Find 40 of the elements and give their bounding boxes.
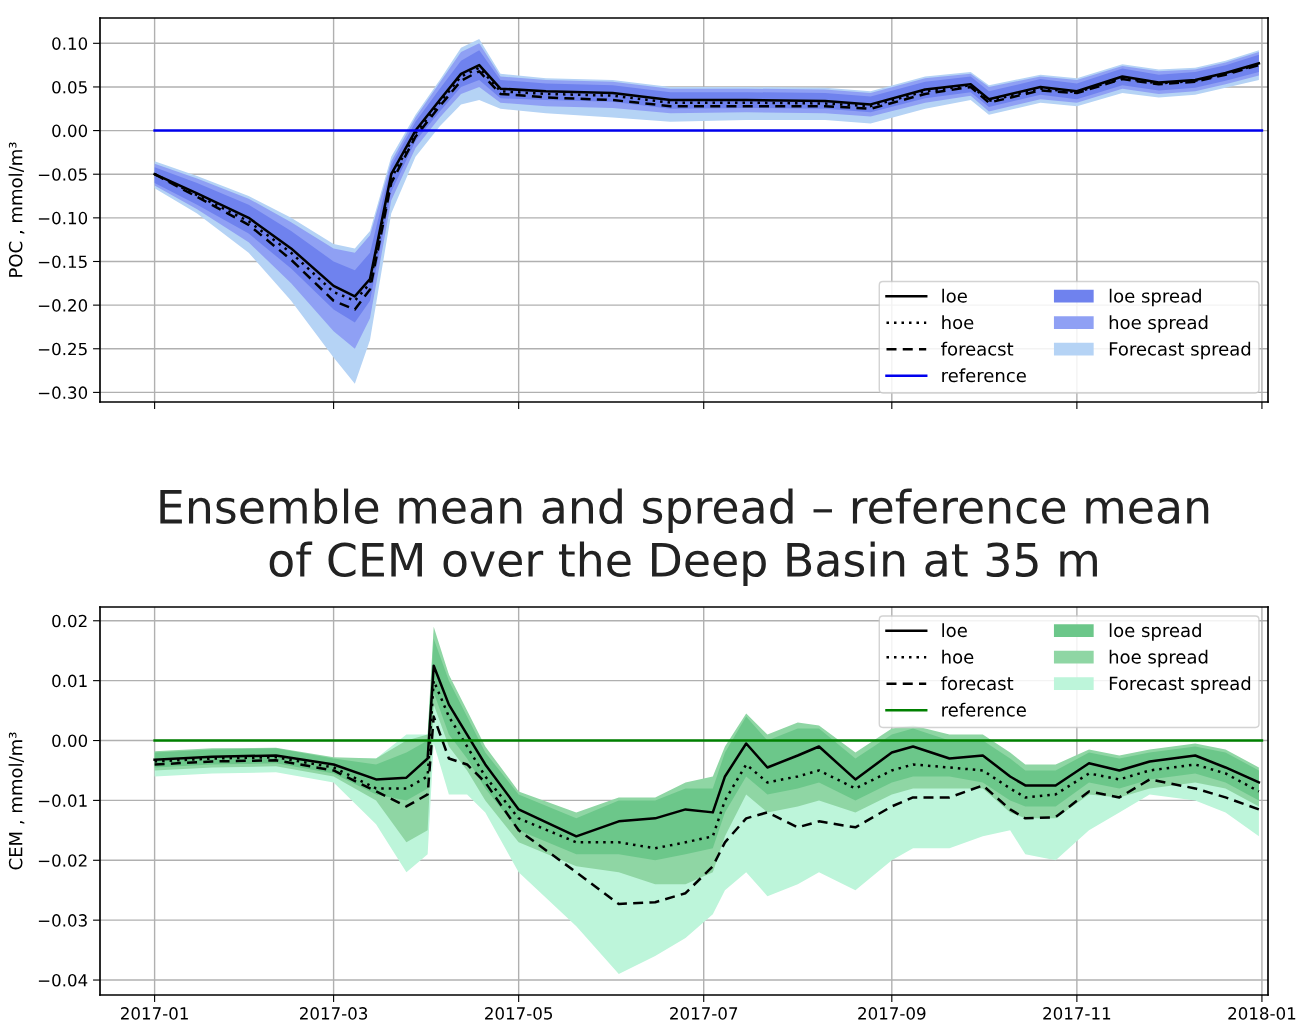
- legend-label: hoe: [942, 315, 974, 330]
- y-tick-label: −0.05: [38, 168, 87, 181]
- x-tick-label: 2017-01: [121, 1007, 188, 1020]
- x-tick-label: 2017-09: [858, 1007, 926, 1020]
- y-tick-label: 0.01: [52, 674, 87, 688]
- y-tick-label: −0.15: [38, 255, 87, 269]
- x-tick-label: 2017-07: [670, 1007, 738, 1020]
- y-tick-label: −0.20: [38, 299, 88, 312]
- y-tick-label: −0.30: [38, 386, 88, 399]
- legend-label: reference: [942, 702, 1026, 717]
- legend-label: hoe spread: [1109, 315, 1208, 333]
- y-axis-title: POC , mmol/m³: [8, 142, 25, 277]
- x-tick-label: 2017-03: [300, 1007, 368, 1020]
- legend-label: loe: [942, 623, 967, 638]
- chart-title: Ensemble mean and spread – reference mean of CEM over the Deep Basin at 35 m: [160, 488, 1209, 586]
- legend-label: forecast: [941, 676, 1014, 691]
- legend-label: Forecast spread: [1109, 676, 1251, 694]
- legend-label: reference: [942, 368, 1026, 383]
- y-tick-label: −0.01: [38, 794, 87, 807]
- legend-label: hoe: [942, 649, 974, 664]
- legend-label: Forecast spread: [1109, 341, 1251, 360]
- y-tick-label: −0.04: [38, 973, 88, 987]
- x-tick-label: 2017-05: [485, 1007, 553, 1020]
- y-tick-label: −0.03: [38, 914, 87, 927]
- y-tick-label: −0.10: [38, 211, 88, 225]
- y-tick-label: 0.10: [52, 37, 88, 50]
- legend-label: loe: [942, 288, 967, 303]
- legend-label: loe spread: [1109, 288, 1201, 307]
- y-tick-label: 0.02: [52, 614, 87, 628]
- y-tick-label: 0.05: [52, 80, 87, 94]
- x-tick-label: 2017-11: [1043, 1007, 1111, 1020]
- y-tick-label: 0.00: [52, 124, 88, 138]
- legend-label: foreacst: [941, 341, 1014, 356]
- y-axis-title: CEM , mmol/m³: [8, 732, 25, 870]
- legend-label: loe spread: [1109, 623, 1201, 641]
- y-tick-label: −0.02: [38, 854, 87, 867]
- x-tick-label: 2018-01: [1228, 1007, 1296, 1020]
- y-tick-label: −0.25: [38, 342, 87, 356]
- y-tick-label: 0.00: [52, 734, 88, 748]
- legend-label: hoe spread: [1109, 649, 1208, 668]
